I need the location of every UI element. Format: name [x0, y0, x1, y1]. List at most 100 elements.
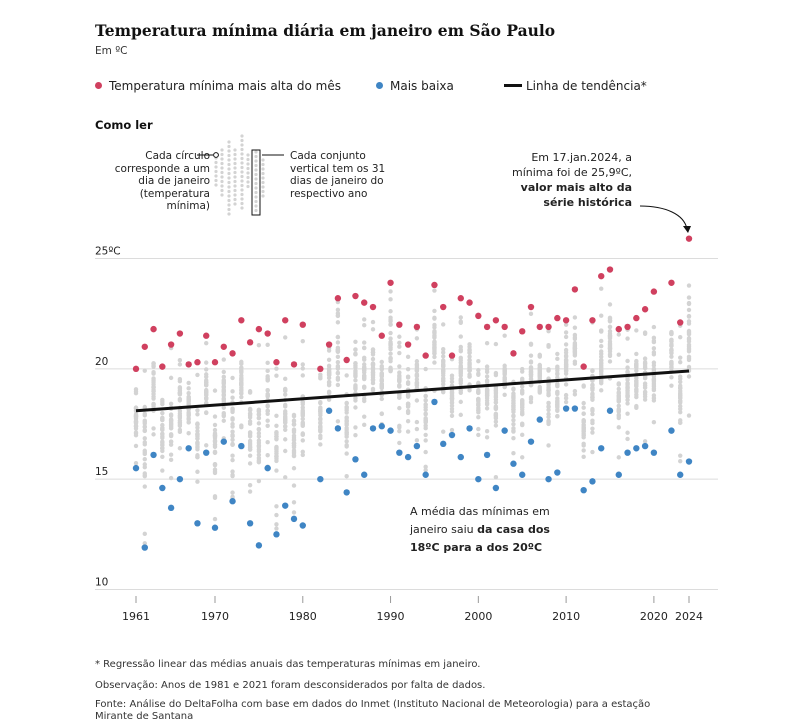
daily-point	[449, 427, 455, 433]
daily-point	[151, 376, 156, 381]
daily-point	[678, 359, 683, 365]
daily-point	[476, 381, 481, 386]
howto-point	[240, 156, 244, 161]
daily-point	[423, 402, 428, 407]
daily-point	[388, 367, 393, 372]
daily-point	[520, 366, 525, 372]
daily-point	[432, 335, 437, 340]
daily-point	[326, 375, 332, 381]
daily-point	[590, 385, 595, 391]
daily-point	[239, 377, 244, 382]
daily-point	[344, 373, 349, 378]
daily-point	[493, 411, 499, 417]
daily-point	[476, 401, 481, 406]
daily-point	[133, 414, 139, 419]
daily-point	[247, 433, 253, 438]
x-tick-label: 2020	[640, 610, 668, 623]
howto-point	[246, 153, 250, 157]
daily-point	[555, 381, 560, 387]
daily-point	[195, 422, 200, 427]
daily-point	[441, 359, 446, 365]
daily-point	[642, 397, 648, 402]
daily-point	[239, 367, 244, 373]
daily-point	[563, 371, 569, 376]
daily-point	[212, 494, 218, 499]
daily-point	[590, 382, 595, 387]
daily-point	[520, 402, 525, 407]
daily-point	[616, 382, 621, 387]
daily-point	[555, 403, 560, 408]
daily-point	[528, 382, 534, 387]
daily-point	[502, 379, 507, 385]
daily-point	[642, 370, 648, 375]
daily-point	[326, 372, 332, 378]
daily-point	[432, 308, 437, 314]
daily-point	[370, 377, 376, 382]
daily-point	[669, 350, 674, 355]
daily-point	[370, 352, 376, 357]
daily-point	[493, 384, 499, 390]
high-point	[282, 317, 289, 324]
daily-point	[563, 357, 569, 363]
daily-point	[520, 398, 525, 403]
daily-point	[212, 462, 218, 467]
daily-point	[151, 361, 156, 367]
high-point	[141, 343, 148, 350]
record-annotation-line: mínima foi de 25,9ºC,	[511, 166, 632, 179]
daily-point	[362, 357, 367, 362]
daily-point	[186, 397, 191, 402]
daily-point	[686, 366, 692, 372]
daily-point	[616, 471, 621, 477]
daily-point	[572, 392, 578, 397]
daily-point	[370, 386, 376, 392]
low-point	[571, 405, 579, 412]
daily-point	[344, 427, 349, 433]
daily-point	[177, 446, 183, 451]
daily-point	[581, 441, 586, 446]
daily-point	[449, 394, 455, 399]
daily-point	[607, 328, 613, 334]
daily-point	[616, 393, 621, 398]
daily-point	[441, 379, 446, 384]
daily-point	[590, 391, 595, 396]
howto-point	[254, 186, 258, 190]
daily-point	[344, 439, 349, 444]
daily-point	[212, 439, 218, 445]
daily-point	[528, 366, 534, 372]
daily-point	[546, 382, 551, 388]
daily-point	[230, 494, 235, 500]
daily-point	[221, 380, 226, 386]
daily-point	[291, 437, 297, 443]
daily-point	[212, 469, 218, 474]
howto-point	[214, 160, 218, 165]
daily-point	[195, 453, 200, 458]
daily-point	[634, 381, 639, 386]
daily-point	[335, 347, 341, 352]
daily-point	[441, 358, 446, 363]
daily-point	[581, 384, 586, 389]
howto-point	[254, 154, 258, 159]
daily-point	[581, 411, 586, 416]
daily-point	[388, 351, 393, 356]
daily-point	[362, 375, 367, 380]
daily-point	[186, 401, 191, 407]
daily-point	[291, 427, 297, 432]
daily-point	[230, 416, 235, 421]
daily-point	[467, 368, 472, 373]
low-point	[466, 425, 473, 432]
daily-point	[300, 338, 305, 344]
daily-point	[607, 315, 613, 321]
daily-point	[642, 374, 648, 379]
howto-point	[254, 181, 258, 186]
daily-point	[669, 341, 674, 347]
daily-point	[414, 438, 420, 443]
howto-point	[246, 180, 250, 184]
daily-point	[414, 419, 420, 425]
daily-point	[204, 382, 209, 388]
daily-point	[625, 358, 630, 364]
howto-point	[220, 193, 224, 197]
daily-point	[607, 302, 613, 307]
daily-point	[458, 347, 463, 352]
daily-point	[177, 386, 183, 391]
daily-point	[555, 404, 560, 410]
